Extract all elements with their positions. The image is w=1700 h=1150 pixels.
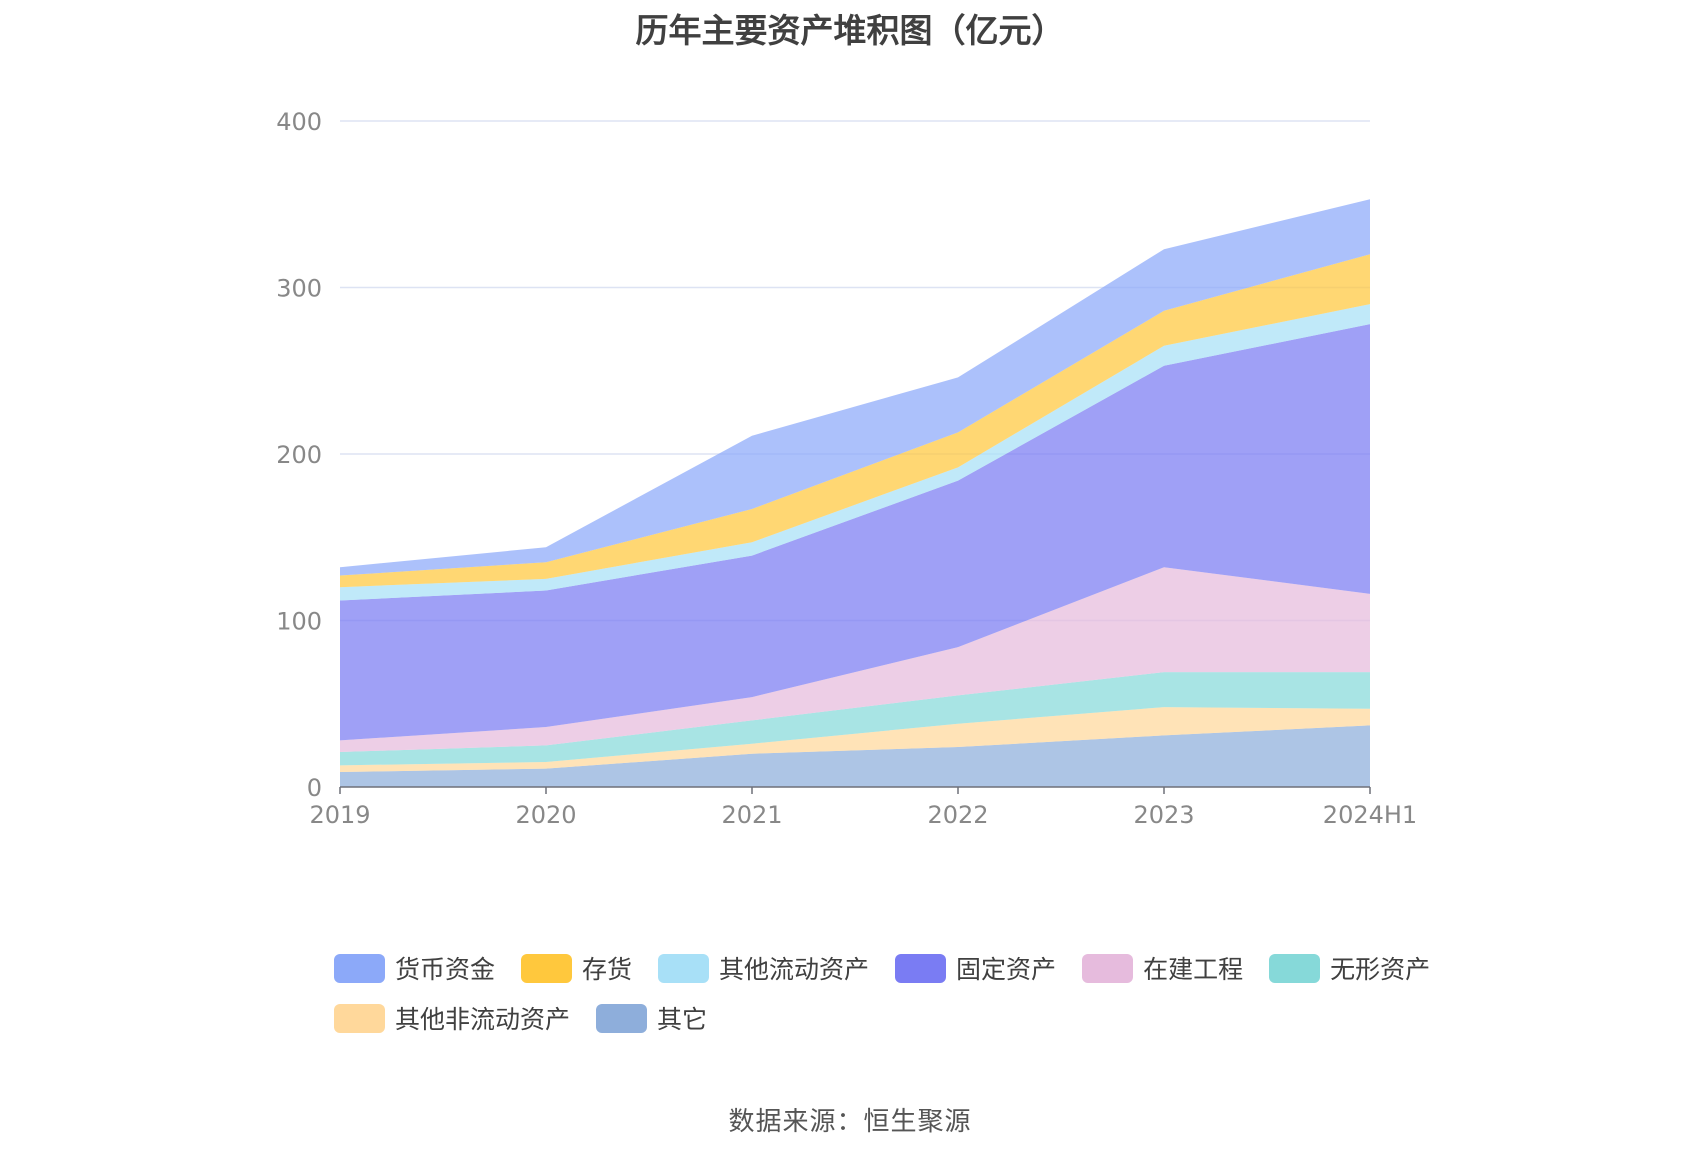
legend-label: 存货 xyxy=(582,955,633,984)
legend-item-固定资产[interactable]: 固定资产 xyxy=(895,952,1056,984)
x-tick-label-2021: 2021 xyxy=(721,801,782,829)
area-series-其他流动资产[interactable] xyxy=(340,304,1370,601)
area-series-其他非流动资产[interactable] xyxy=(340,707,1370,773)
legend-item-在建工程[interactable]: 在建工程 xyxy=(1082,952,1243,984)
x-tick-label-2019: 2019 xyxy=(309,801,370,829)
x-tick-label-2024H1: 2024H1 xyxy=(1323,801,1417,829)
legend-swatch xyxy=(596,1003,648,1033)
y-tick-label-300: 300 xyxy=(276,275,322,303)
data-source: 数据来源：恒生聚源 xyxy=(728,1107,972,1137)
legend-item-存货[interactable]: 存货 xyxy=(521,952,632,984)
legend-label: 货币资金 xyxy=(395,955,496,984)
legend-swatch xyxy=(1269,953,1321,983)
legend-swatch xyxy=(658,953,710,983)
y-tick-label-0: 0 xyxy=(307,774,322,802)
legend-item-货币资金[interactable]: 货币资金 xyxy=(334,952,495,984)
legend-swatch xyxy=(895,953,947,983)
axes: 0 100 200 300 400 2019 2020 2021 2022 2023 2024H1 xyxy=(276,108,1417,829)
legend-swatch xyxy=(521,953,573,983)
legend-item-其他非流动资产[interactable]: 其他非流动资产 xyxy=(334,1002,570,1034)
legend-label: 在建工程 xyxy=(1143,955,1244,984)
legend-item-其他流动资产[interactable]: 其他流动资产 xyxy=(658,952,869,984)
area-series-固定资产[interactable] xyxy=(340,324,1370,741)
legend: 货币资金 存货 其他流动资产 固定资产 在建工程 无形资产其他非流动资产 其它 xyxy=(334,952,1434,1034)
y-tick-label-200: 200 xyxy=(276,441,322,469)
area-series-无形资产[interactable] xyxy=(340,672,1370,766)
legend-swatch xyxy=(334,953,385,983)
legend-swatch xyxy=(1082,953,1134,983)
legend-label: 固定资产 xyxy=(956,955,1057,984)
area-series-其它[interactable] xyxy=(340,725,1370,787)
area-series-存货[interactable] xyxy=(340,254,1370,588)
legend-item-无形资产[interactable]: 无形资产 xyxy=(1269,952,1430,984)
chart-title: 历年主要资产堆积图（亿元） xyxy=(635,11,1065,50)
legend-label: 其它 xyxy=(657,1005,708,1034)
x-tick-label-2020: 2020 xyxy=(515,801,576,829)
area-series-货币资金[interactable] xyxy=(340,199,1370,576)
y-tick-label-100: 100 xyxy=(276,608,322,636)
x-tick-label-2023: 2023 xyxy=(1133,801,1194,829)
area-series-group xyxy=(340,199,1370,787)
area-series-在建工程[interactable] xyxy=(340,567,1370,753)
y-tick-label-400: 400 xyxy=(276,108,322,136)
legend-label: 其他非流动资产 xyxy=(395,1005,571,1034)
x-tick-label-2022: 2022 xyxy=(927,801,988,829)
legend-label: 其他流动资产 xyxy=(719,955,870,984)
legend-label: 无形资产 xyxy=(1330,955,1431,984)
legend-item-其它[interactable]: 其它 xyxy=(596,1002,707,1034)
legend-swatch xyxy=(334,1003,385,1033)
